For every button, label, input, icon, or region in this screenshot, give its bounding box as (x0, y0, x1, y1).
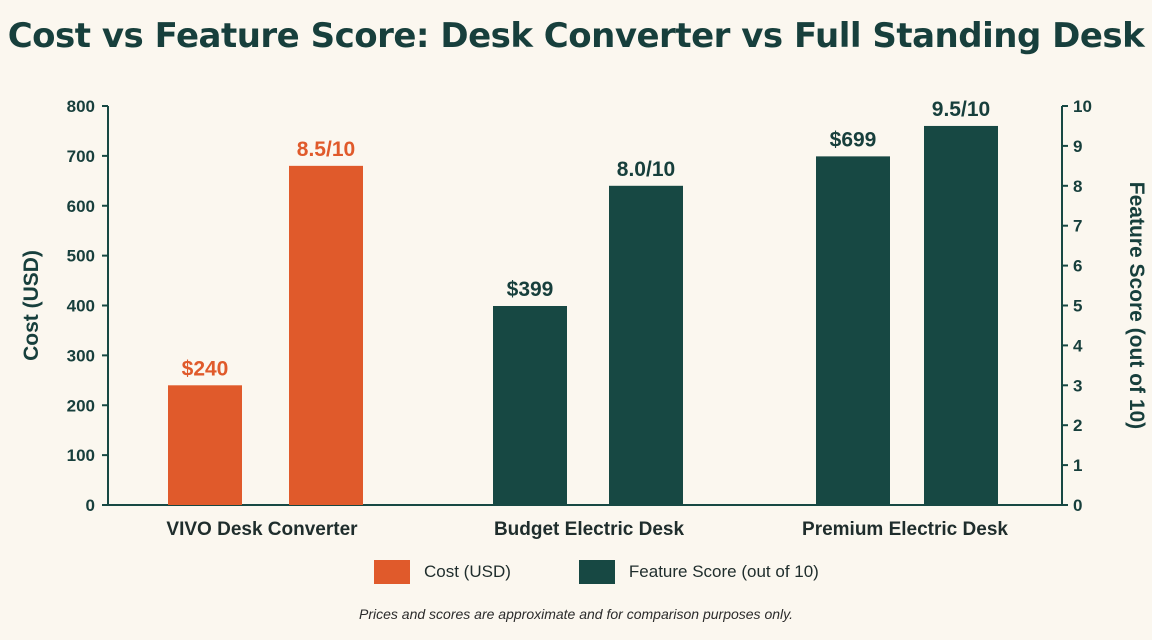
y-tick-label-left: 100 (67, 446, 95, 465)
data-label-cost: $699 (830, 128, 877, 151)
bar-feature-score (289, 165, 363, 505)
y-tick-label-right: 4 (1073, 336, 1083, 355)
legend-label-feature-score: Feature Score (out of 10) (628, 562, 819, 581)
y-tick-label-right: 7 (1073, 217, 1082, 236)
y-tick-label-left: 700 (67, 147, 95, 166)
data-label-cost: $240 (182, 357, 229, 380)
bar-cost (168, 385, 242, 505)
data-label-feature-score: 9.5/10 (932, 98, 990, 121)
chart-title: Cost vs Feature Score: Desk Converter vs… (7, 16, 1145, 56)
y-axis-title-right: Feature Score (out of 10) (1125, 182, 1148, 429)
y-tick-label-left: 500 (67, 247, 95, 266)
y-tick-label-right: 8 (1073, 177, 1082, 196)
bar-feature-score (924, 125, 998, 505)
y-tick-label-left: 0 (86, 496, 95, 515)
bar-cost (493, 305, 567, 505)
legend: Cost (USD) Feature Score (out of 10) (374, 560, 887, 584)
data-label-feature-score: 8.5/10 (297, 138, 355, 161)
y-tick-label-right: 9 (1073, 137, 1082, 156)
x-tick-label: VIVO Desk Converter (166, 519, 358, 540)
y-tick-label-right: 3 (1073, 376, 1082, 395)
x-tick-label: Budget Electric Desk (494, 519, 684, 540)
legend-item-feature-score: Feature Score (out of 10) (578, 560, 819, 584)
y-tick-label-right: 1 (1073, 456, 1082, 475)
y-tick-label-left: 400 (67, 297, 95, 316)
legend-swatch-feature-score (578, 560, 615, 584)
footnote: Prices and scores are approximate and fo… (359, 606, 793, 622)
legend-label-cost: Cost (USD) (424, 562, 511, 581)
y-tick-label-right: 6 (1073, 257, 1082, 276)
y-tick-label-left: 800 (67, 97, 95, 116)
y-tick-label-right: 10 (1073, 97, 1092, 116)
legend-item-cost: Cost (USD) (374, 560, 511, 584)
y-tick-label-left: 200 (67, 396, 95, 415)
bar-cost (816, 156, 890, 505)
y-tick-label-right: 0 (1073, 496, 1082, 515)
data-label-feature-score: 8.0/10 (617, 158, 675, 181)
y-tick-label-left: 300 (67, 346, 95, 365)
x-tick-label: Premium Electric Desk (802, 519, 1008, 540)
y-tick-label-right: 5 (1073, 297, 1082, 316)
y-axis-title-left: Cost (USD) (20, 250, 43, 361)
y-tick-label-left: 600 (67, 197, 95, 216)
bar-feature-score (609, 185, 683, 506)
data-label-cost: $399 (507, 278, 554, 301)
legend-swatch-cost (374, 560, 410, 584)
y-tick-label-right: 2 (1073, 416, 1082, 435)
